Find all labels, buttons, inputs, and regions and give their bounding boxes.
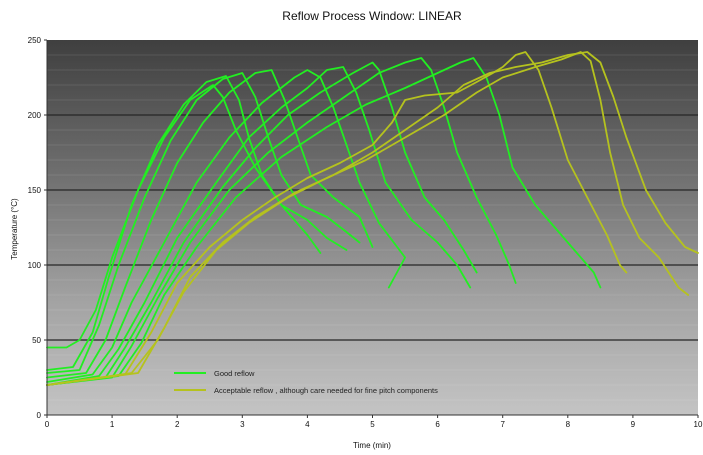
x-tick-label: 0 [45, 420, 50, 429]
series-line-3 [46, 72, 361, 374]
x-tick-label: 1 [110, 420, 115, 429]
tick-labels: 0 50 100 150 200 250 0 1 2 3 4 5 6 7 8 9 10 [28, 36, 703, 429]
legend: Good reflow Acceptable reflow , although … [174, 369, 438, 395]
series-line-10 [46, 51, 628, 386]
y-tick-label: 200 [28, 111, 42, 120]
series-line-2 [46, 75, 348, 371]
series-line-6 [46, 66, 472, 386]
y-tick-label: 150 [28, 186, 42, 195]
series-line-7 [46, 61, 478, 386]
x-tick-label: 6 [435, 420, 440, 429]
series-line-12 [46, 51, 690, 386]
y-tick-label: 100 [28, 261, 42, 270]
y-tick-label: 0 [37, 411, 42, 420]
x-axis-label: Time (min) [353, 441, 391, 450]
axes [44, 39, 699, 418]
series-line-8 [46, 57, 517, 386]
series-layer [46, 51, 699, 386]
x-tick-label: 10 [694, 420, 703, 429]
y-axis-label: Temperature (°C) [10, 198, 19, 260]
series-line-9 [46, 57, 602, 386]
legend-label: Acceptable reflow , although care needed… [214, 386, 438, 395]
x-tick-label: 8 [566, 420, 571, 429]
x-tick-label: 3 [240, 420, 245, 429]
legend-label: Good reflow [214, 369, 255, 378]
chart-title: Reflow Process Window: LINEAR [282, 9, 462, 23]
x-tick-label: 2 [175, 420, 180, 429]
x-tick-label: 4 [305, 420, 310, 429]
series-line-4 [46, 69, 374, 379]
series-line-5 [46, 69, 406, 383]
x-tick-label: 5 [370, 420, 375, 429]
y-tick-label: 250 [28, 36, 42, 45]
y-tick-label: 50 [32, 336, 41, 345]
x-tick-label: 9 [631, 420, 636, 429]
x-tick-label: 7 [500, 420, 505, 429]
